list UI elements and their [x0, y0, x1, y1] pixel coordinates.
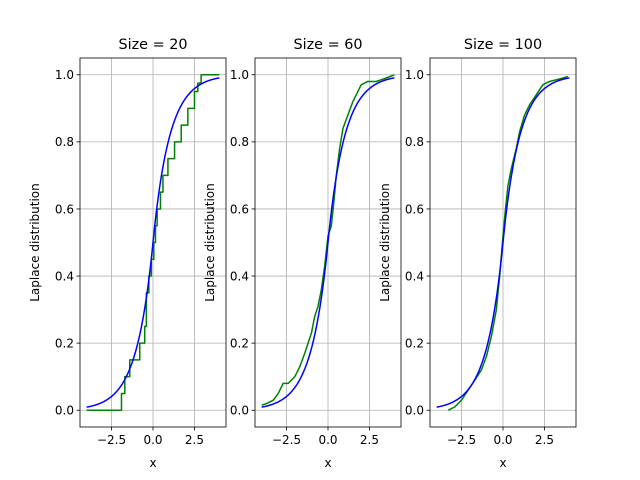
x-tick-label: 2.5: [360, 433, 379, 447]
y-tick-label: 0.6: [55, 202, 74, 216]
y-tick-label: 0.6: [405, 202, 424, 216]
subplot-3: −2.5 0.0 2.5 0.0 0.2 0.4 0.6 0.8 1.0 Size = 100 x L…: [378, 37, 577, 470]
subplot-title: Size = 20: [118, 37, 187, 53]
x-tick-label: −2.5: [272, 433, 301, 447]
theoretical-cdf-line: [436, 77, 570, 408]
y-tick-label: 1.0: [55, 68, 74, 82]
subplot-title: Size = 60: [293, 37, 362, 53]
y-tick-label: 0.4: [230, 269, 249, 283]
theoretical-cdf-line: [261, 77, 395, 408]
y-tick-label: 0.0: [55, 404, 74, 418]
y-tick-label: 0.2: [230, 336, 249, 350]
x-tick-label: 2.5: [185, 433, 204, 447]
y-tick-label: 0.4: [405, 269, 424, 283]
subplot-title: Size = 100: [464, 37, 542, 53]
y-tick-label: 0.4: [55, 269, 74, 283]
x-tick-label: 2.5: [535, 433, 554, 447]
empirical-cdf-line: [86, 74, 220, 411]
x-tick-label: −2.5: [447, 433, 476, 447]
x-axis-label: x: [324, 456, 331, 470]
y-tick-label: 1.0: [230, 68, 249, 82]
y-tick-label: 0.0: [405, 404, 424, 418]
y-axis-label: Laplace distribution: [28, 183, 42, 302]
y-tick-label: 0.6: [230, 202, 249, 216]
x-axis-label: x: [149, 456, 156, 470]
y-tick-label: 0.8: [405, 135, 424, 149]
y-tick-label: 0.2: [55, 336, 74, 350]
x-tick-label: −2.5: [97, 433, 126, 447]
y-tick-label: 1.0: [405, 68, 424, 82]
y-axis-label: Laplace distribution: [203, 183, 217, 302]
subplot-2: −2.5 0.0 2.5 0.0 0.2 0.4 0.6 0.8 1.0 Size = 60 x La…: [203, 37, 402, 470]
empirical-cdf-line: [261, 74, 395, 406]
theoretical-cdf-line: [86, 77, 220, 408]
x-tick-label: 0.0: [318, 433, 337, 447]
y-tick-label: 0.8: [230, 135, 249, 149]
y-tick-label: 0.0: [230, 404, 249, 418]
x-axis-label: x: [499, 456, 506, 470]
subplot-1: −2.5 0.0 2.5 0.0 0.2 0.4 0.6 0.8 1.0 Size = 20 x La…: [28, 37, 227, 470]
y-axis-label: Laplace distribution: [378, 183, 392, 302]
x-tick-label: 0.0: [143, 433, 162, 447]
x-tick-label: 0.0: [493, 433, 512, 447]
y-tick-label: 0.2: [405, 336, 424, 350]
subplot-panels: −2.5 0.0 2.5 0.0 0.2 0.4 0.6 0.8 1.0 Size = 20 x La…: [28, 37, 577, 470]
y-tick-label: 0.8: [55, 135, 74, 149]
